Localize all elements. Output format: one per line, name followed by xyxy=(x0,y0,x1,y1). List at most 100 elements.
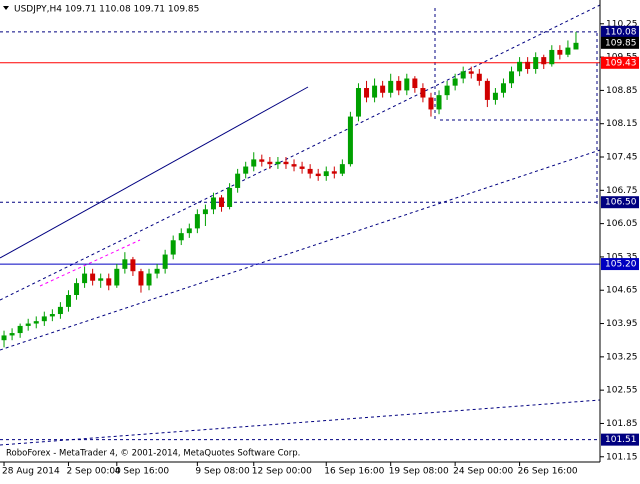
y-tick-label: 101.15 xyxy=(606,452,638,462)
candle-body xyxy=(509,71,515,84)
header-icon xyxy=(3,6,9,10)
candle-body xyxy=(49,314,55,317)
trendline xyxy=(0,399,601,446)
candle-body xyxy=(154,268,160,274)
x-tick-label: 26 Sep 16:00 xyxy=(518,467,578,477)
candle-body xyxy=(533,57,539,69)
chart-footer: RoboForex - MetaTrader 4, © 2001-2014, M… xyxy=(6,449,300,459)
candle-body xyxy=(468,71,474,74)
candle-body xyxy=(283,161,289,165)
trendline xyxy=(39,239,141,287)
candle-body xyxy=(194,214,200,229)
candle-body xyxy=(9,333,15,336)
candle-body xyxy=(372,85,378,98)
price-label: 109.43 xyxy=(605,58,637,68)
candle-body xyxy=(492,92,498,100)
candle-body xyxy=(331,171,337,174)
y-tick-label: 108.15 xyxy=(606,119,638,129)
candle-body xyxy=(259,159,265,162)
x-tick-label: 4 Sep 16:00 xyxy=(115,467,170,477)
candle-body xyxy=(500,83,506,93)
candle-body xyxy=(186,228,192,234)
candle-body xyxy=(323,171,329,177)
price-label: 105.20 xyxy=(605,260,637,270)
candle-body xyxy=(227,187,233,207)
candle-body xyxy=(122,259,128,269)
candle-body xyxy=(74,283,80,295)
candle-body xyxy=(517,61,523,72)
candle-body xyxy=(452,78,458,86)
candle-body xyxy=(484,80,490,100)
candle-body xyxy=(41,316,47,322)
y-tick-label: 103.95 xyxy=(606,319,638,329)
candle-body xyxy=(299,166,305,169)
y-tick-label: 105.35 xyxy=(606,252,638,262)
candle-body xyxy=(17,325,23,334)
candle-body xyxy=(355,88,361,117)
candle-body xyxy=(420,88,426,98)
y-tick-label: 102.55 xyxy=(606,386,638,396)
price-box xyxy=(601,56,639,69)
candle-body xyxy=(114,268,120,286)
y-tick-label: 110.25 xyxy=(606,19,638,29)
candle-body xyxy=(476,73,482,81)
candle-body xyxy=(428,97,434,110)
candle-body xyxy=(549,49,555,65)
candle-body xyxy=(573,42,579,50)
candle-body xyxy=(138,271,144,286)
candle-body xyxy=(404,78,410,91)
trendlines xyxy=(0,4,601,446)
candle-body xyxy=(347,116,353,165)
trendline xyxy=(0,86,309,259)
price-label: 106.50 xyxy=(605,198,637,208)
candle-body xyxy=(33,321,39,324)
candle-body xyxy=(243,166,249,174)
candle-body xyxy=(106,278,112,286)
y-tick-label: 106.05 xyxy=(606,219,638,229)
candle-body xyxy=(235,173,241,188)
x-tick-label: 2 Sep 00:00 xyxy=(66,467,121,477)
candle-body xyxy=(388,80,394,93)
candle-body xyxy=(65,294,71,307)
y-tick-label: 101.85 xyxy=(606,419,638,429)
y-tick-label: 107.45 xyxy=(606,153,638,163)
candle-body xyxy=(90,273,96,281)
candle-body xyxy=(57,306,63,315)
candle-body xyxy=(380,85,386,93)
candle-body xyxy=(219,197,225,207)
candle-body xyxy=(291,164,297,167)
candle-body xyxy=(565,47,571,55)
candle-body xyxy=(130,259,136,272)
candle-body xyxy=(170,240,176,255)
candle-body xyxy=(178,233,184,241)
candle-body xyxy=(412,78,418,89)
candle-body xyxy=(267,161,273,165)
y-tick-label: 104.65 xyxy=(606,286,638,296)
candle-body xyxy=(396,80,402,91)
candle-body xyxy=(146,273,152,286)
price-box xyxy=(601,25,639,38)
price-label: 110.08 xyxy=(605,27,637,37)
candle-body xyxy=(557,49,563,55)
x-tick-label: 19 Sep 08:00 xyxy=(389,467,449,477)
candle-body xyxy=(202,209,208,215)
plot xyxy=(0,31,600,441)
candle-body xyxy=(210,197,216,210)
price-label: 101.51 xyxy=(605,435,637,445)
y-tick-label: 108.85 xyxy=(606,86,638,96)
price-label: 109.85 xyxy=(605,38,637,48)
candle-body xyxy=(98,278,104,281)
x-tick-label: 28 Aug 2014 xyxy=(2,467,60,477)
candle-body xyxy=(525,61,531,69)
candle-body xyxy=(436,95,442,110)
price-box xyxy=(601,196,639,209)
chart-header: USDJPY,H4 109.71 110.08 109.71 109.85 xyxy=(14,5,199,15)
candle-body xyxy=(162,254,168,269)
price-box xyxy=(601,258,639,271)
candle-body xyxy=(25,323,31,326)
candle-body xyxy=(339,164,345,174)
price-box xyxy=(601,433,639,446)
candle-body xyxy=(1,335,7,341)
